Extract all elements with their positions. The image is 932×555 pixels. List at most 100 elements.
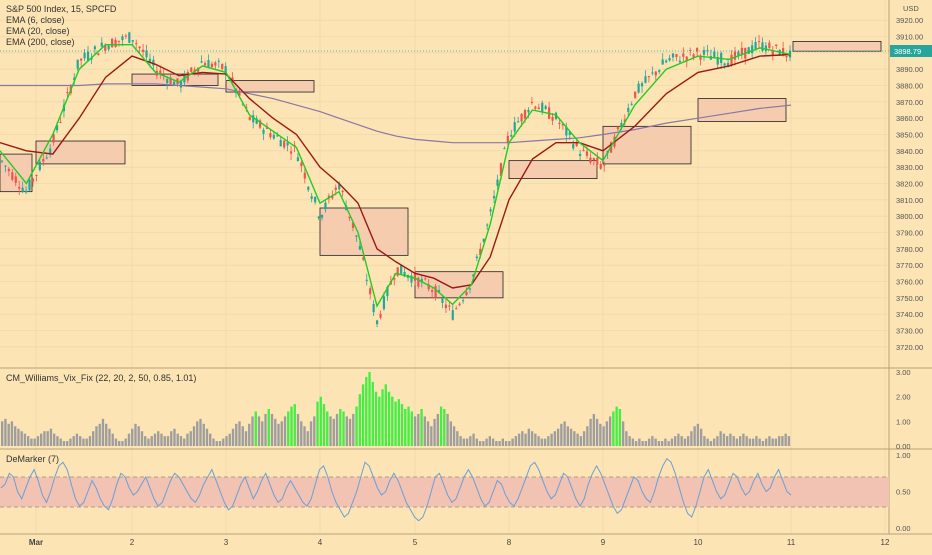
vix-bar xyxy=(212,438,215,446)
vix-bar xyxy=(644,441,648,446)
vix-bar xyxy=(540,438,544,446)
vix-bar xyxy=(582,431,586,446)
vix-bar xyxy=(735,438,739,446)
vix-bar xyxy=(306,431,309,446)
candle-body xyxy=(403,272,406,277)
demarker-title[interactable]: DeMarker (7) xyxy=(6,454,59,464)
candle-body xyxy=(21,187,24,192)
candle-body xyxy=(190,67,193,72)
candle-body xyxy=(279,140,282,147)
price-tick-label: 3770.00 xyxy=(896,261,923,270)
vix-bar xyxy=(381,389,384,446)
legend-ema-200[interactable]: EMA (200, close) xyxy=(6,37,75,47)
vix-bar xyxy=(4,418,7,446)
candle-body xyxy=(417,277,420,287)
demarker-axis: 1.00 0.50 0.00 xyxy=(896,451,911,533)
candle-body xyxy=(97,53,100,56)
vix-bar xyxy=(36,436,40,446)
vix-bar xyxy=(475,438,479,446)
candle-body xyxy=(551,116,554,121)
vix-bar xyxy=(215,441,218,446)
candle-body xyxy=(262,129,265,134)
vix-bar xyxy=(192,426,196,446)
zone-box xyxy=(697,98,787,122)
vix-bar xyxy=(127,433,131,446)
vix-bar xyxy=(420,409,423,446)
candle-body xyxy=(317,216,320,218)
time-tick-label: 3 xyxy=(224,538,229,547)
candle-body xyxy=(723,63,726,66)
vix-bar xyxy=(478,441,482,446)
candle-body xyxy=(351,222,355,228)
vix-bar xyxy=(683,438,687,446)
vix-bar xyxy=(66,441,69,446)
candle-body xyxy=(362,257,365,260)
vix-bar xyxy=(241,426,244,446)
candle-body xyxy=(434,286,437,299)
candle-body xyxy=(52,134,55,143)
vix-bar xyxy=(82,438,85,446)
currency-label: USD xyxy=(903,4,919,13)
vix-bar xyxy=(521,431,524,446)
vix-bar xyxy=(20,431,23,446)
vix-bar xyxy=(638,438,641,446)
demarker-tick-label: 1.00 xyxy=(896,451,911,460)
vix-bar xyxy=(335,413,339,446)
candle-body xyxy=(468,288,472,290)
candle-body xyxy=(737,51,740,56)
vix-bar xyxy=(647,438,651,446)
vix-bar xyxy=(303,426,306,446)
candle-body xyxy=(437,290,441,293)
candle-body xyxy=(558,122,561,125)
vix-title[interactable]: CM_Williams_Vix_Fix (22, 20, 2, 50, 0.85… xyxy=(6,373,196,383)
vix-bar xyxy=(322,404,326,446)
vix-bar xyxy=(732,436,735,446)
candle-body xyxy=(258,120,262,128)
candle-body xyxy=(592,158,595,161)
vix-bar xyxy=(553,431,557,446)
candle-body xyxy=(18,186,21,189)
vix-bar xyxy=(595,418,599,446)
vix-bar xyxy=(348,418,352,446)
vix-bar xyxy=(218,441,222,446)
vix-bar xyxy=(764,438,768,446)
vix-bar xyxy=(124,438,127,446)
price-axis[interactable]: 3920.003910.003900.003890.003880.003870.… xyxy=(896,16,923,352)
vix-bars xyxy=(1,372,791,446)
vix-bar xyxy=(394,401,397,446)
vix-bar xyxy=(651,436,654,446)
legend-symbol[interactable]: S&P 500 Index, 15, SPCFD xyxy=(6,4,117,14)
legend-ema-6[interactable]: EMA (6, close) xyxy=(6,15,65,25)
ema-6-line xyxy=(0,44,792,308)
vix-bar xyxy=(615,406,618,446)
time-axis[interactable]: Mar 2 3 4 5 8 9 10 11 12 xyxy=(29,538,890,547)
vix-bar xyxy=(514,436,518,446)
vix-bar xyxy=(49,428,53,446)
legend-ema-20[interactable]: EMA (20, close) xyxy=(6,26,70,36)
vix-bar xyxy=(491,438,495,446)
vix-bar xyxy=(745,436,748,446)
candle-body xyxy=(80,58,83,61)
candle-body xyxy=(616,126,620,130)
candle-body xyxy=(200,61,203,63)
candle-body xyxy=(269,133,272,138)
candle-body xyxy=(314,196,317,203)
candle-body xyxy=(568,131,571,136)
candle-body xyxy=(214,62,217,66)
candle-body xyxy=(210,63,214,68)
candle-body xyxy=(692,54,695,58)
candle-body xyxy=(637,83,640,93)
candle-body xyxy=(668,58,671,61)
vix-bar xyxy=(686,436,690,446)
candle-body xyxy=(355,235,358,237)
candle-body xyxy=(93,46,97,50)
candle-body xyxy=(582,150,585,152)
candle-body xyxy=(124,35,127,37)
candle-body xyxy=(179,81,183,88)
vix-bar xyxy=(378,396,381,446)
candle-body xyxy=(66,91,69,93)
vix-bar xyxy=(404,409,407,446)
vix-bar xyxy=(270,413,274,446)
